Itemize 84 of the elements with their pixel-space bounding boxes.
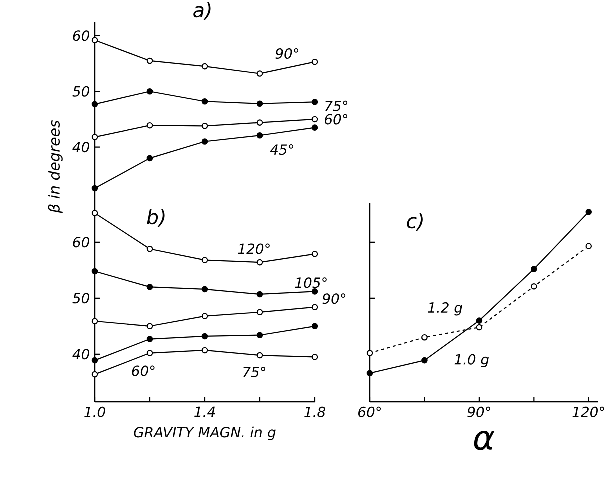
point [202,123,208,130]
point [586,209,592,216]
point [92,37,98,44]
y-tick-label: 60 [73,30,90,42]
point [92,101,98,108]
chart-title: c) [407,213,423,231]
y-axis-title: β in degrees [48,120,63,214]
annotation: 1.2 g [428,302,462,316]
x-tick-label: 1.4 [194,406,216,418]
point [256,332,264,338]
point [256,100,264,108]
annotation: 90° [276,48,299,60]
point [202,286,208,293]
point [312,124,318,131]
point [202,138,208,145]
point [92,371,98,378]
point [202,63,208,70]
point [146,336,154,342]
point [146,58,154,64]
x-tick-label: 60° [358,406,382,418]
point [92,134,98,140]
point [476,318,483,324]
annotation: 75° [243,366,266,378]
point [312,354,318,360]
point [202,333,208,340]
point [146,350,154,356]
point [202,347,208,354]
point [146,246,154,252]
annotation: 60° [132,366,155,376]
point [312,304,318,310]
point [312,116,318,123]
point [312,323,318,330]
point [146,155,154,162]
chart-title: a) [194,2,211,20]
point [366,350,374,356]
point [422,357,428,364]
point [366,370,374,377]
point [146,88,154,95]
y-tick-label: 40 [72,349,90,360]
point [531,283,538,290]
annotation: 120° [238,244,270,254]
point [256,70,264,77]
chart-title: b) [147,209,165,227]
point [312,251,318,258]
y-tick-label: 60 [73,237,90,248]
point [531,266,538,272]
point [256,352,264,359]
point [256,120,264,126]
point [92,185,98,192]
point [202,257,208,264]
point [92,210,98,216]
y-tick-label: 50 [72,293,90,304]
point [202,313,208,320]
y-tick-label: 50 [72,86,90,97]
annotation: 105° [295,278,327,288]
point [92,268,98,275]
point [476,324,483,331]
point [312,58,318,66]
annotation: 75° [325,100,348,112]
point [256,309,264,316]
point [146,323,154,330]
point [256,259,264,266]
annotation: 45° [270,144,294,156]
point [256,291,264,298]
point [92,357,98,364]
x-tick-label: 120° [572,406,604,418]
x-axis-title: α [474,430,495,450]
point [92,318,98,324]
annotation: 60° [325,114,348,125]
point [202,98,208,105]
point [312,288,318,295]
point [312,99,318,106]
point [422,334,428,341]
x-tick-label: 1.8 [304,406,326,418]
point [146,122,154,129]
x-axis-title: GRAVITY MAGN. in g [134,426,276,440]
y-tick-label: 40 [72,142,90,153]
x-tick-label: 1.0 [84,406,106,418]
point [146,284,154,290]
x-tick-label: 90° [468,406,490,418]
annotation: 1.0 g [454,354,490,368]
annotation: 90° [322,294,346,304]
point [256,132,264,139]
point [586,243,592,250]
